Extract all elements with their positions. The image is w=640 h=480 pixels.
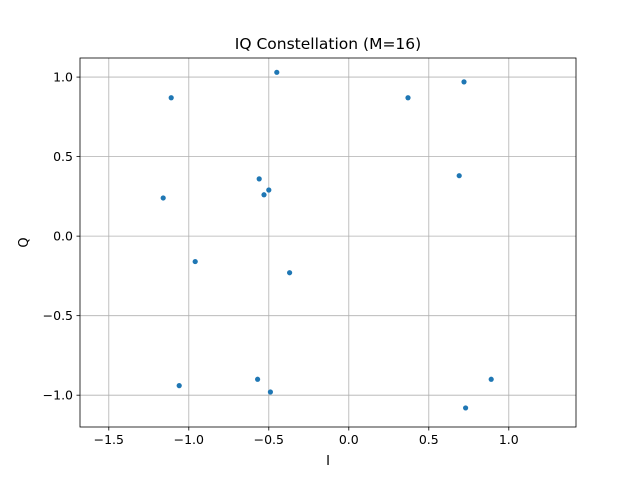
y-tick-label: −0.5	[43, 308, 73, 323]
y-tick-label: 0.0	[53, 229, 73, 244]
x-tick-label: −1.0	[174, 432, 204, 447]
data-point	[256, 176, 262, 182]
x-tick-label: 1.0	[499, 432, 519, 447]
data-point	[266, 187, 272, 193]
data-point	[160, 195, 166, 201]
data-point	[176, 383, 182, 389]
data-point	[261, 192, 267, 198]
chart-title: IQ Constellation (M=16)	[235, 35, 421, 53]
data-point	[456, 173, 462, 179]
x-axis-label: I	[326, 454, 330, 469]
data-point	[192, 258, 198, 265]
data-points	[160, 69, 494, 411]
y-tick-label: −1.0	[43, 388, 73, 403]
data-point	[255, 376, 261, 382]
axis-ticks: −1.5 −1.0 −0.5 0.0 0.5 1.0 −1.0 −0.5 0.0 0.5 1.0	[43, 70, 519, 447]
data-point	[274, 69, 280, 75]
x-tick-label: 0.0	[339, 432, 359, 447]
data-point	[168, 95, 174, 101]
x-tick-label: 0.5	[419, 432, 439, 447]
data-point	[463, 405, 469, 411]
x-tick-label: −1.5	[94, 432, 124, 447]
y-tick-label: 0.5	[53, 149, 73, 164]
data-point	[287, 270, 293, 276]
y-axis-label: Q	[17, 237, 32, 247]
data-point	[267, 389, 273, 395]
data-point	[461, 79, 467, 85]
y-tick-label: 1.0	[53, 70, 73, 85]
plot-frame	[79, 57, 577, 428]
grid	[80, 58, 576, 427]
x-tick-label: −0.5	[254, 432, 284, 447]
data-point	[405, 95, 411, 101]
data-point	[488, 376, 494, 382]
